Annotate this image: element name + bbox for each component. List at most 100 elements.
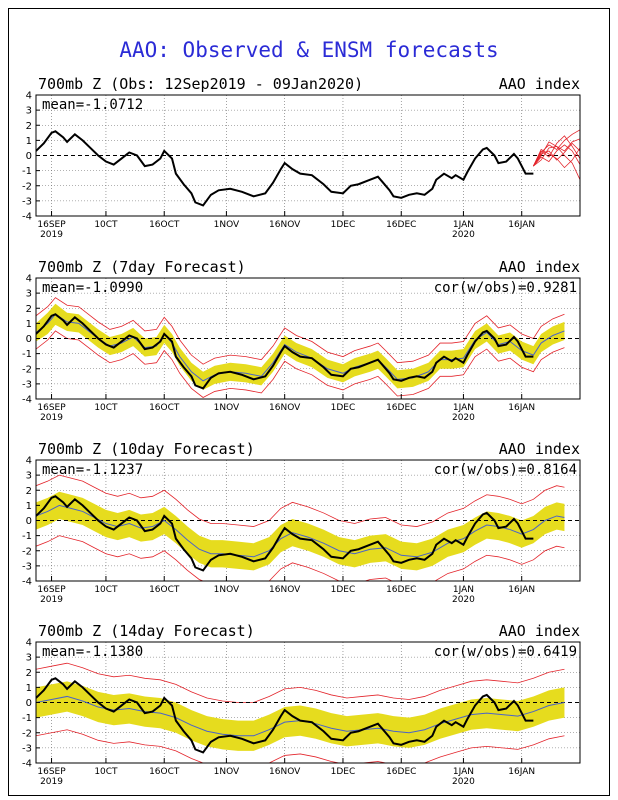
y-tick-label: 1 — [26, 319, 32, 330]
observed-line — [36, 677, 534, 754]
x-tick-label: 10CT — [94, 403, 118, 413]
ensemble-mean-line — [36, 504, 565, 558]
x-tick-label: 1DEC — [331, 403, 356, 413]
x-tick-label: 16OCT — [149, 403, 180, 413]
panel-header-left: 700mb Z (10day Forecast) — [38, 440, 255, 458]
mean-label: mean=-1.1237 — [42, 462, 143, 478]
y-tick-label: -1 — [22, 531, 32, 542]
y-tick-label: 1 — [26, 501, 32, 512]
x-tick-label: 16SEP — [37, 585, 66, 595]
panel-1: 700mb Z (Obs: 12Sep2019 - 09Jan2020) AAO … — [22, 75, 581, 240]
plot-area — [36, 642, 580, 763]
y-tick-label: 4 — [26, 638, 32, 649]
x-tick-label: 1JAN — [453, 220, 474, 230]
x-tick-label: 1NOV — [214, 767, 240, 777]
x-tick-label: 1NOV — [214, 220, 240, 230]
x-tick-label: 16DEC — [386, 585, 416, 595]
panel-header-right: AAO index — [499, 258, 580, 276]
y-tick-label: 0 — [26, 151, 32, 162]
x-tick-label: 16NOV — [269, 403, 301, 413]
y-tick-label: 2 — [26, 486, 32, 497]
x-tick-label: 16NOV — [269, 585, 301, 595]
x-tick-label: 16DEC — [386, 767, 416, 777]
mean-label: mean=-1.1380 — [42, 644, 143, 660]
x-tick-label: 16SEP — [37, 403, 66, 413]
y-tick-label: -4 — [22, 212, 32, 223]
mean-label: mean=-1.0990 — [42, 280, 143, 296]
y-tick-label: 1 — [26, 683, 32, 694]
x-tick-label: 10CT — [94, 585, 118, 595]
correlation-label: cor(w/obs)=0.6419 — [434, 644, 577, 660]
envelope-upper — [36, 297, 565, 365]
x-tick-label: 16OCT — [149, 585, 180, 595]
x-tick-label: 16DEC — [386, 403, 416, 413]
x-tick-year: 2020 — [452, 595, 475, 605]
plot-area — [36, 460, 580, 581]
y-tick-label: 2 — [26, 304, 32, 315]
x-tick-label: 1NOV — [214, 403, 240, 413]
y-tick-label: 3 — [26, 289, 32, 300]
x-tick-year: 2020 — [452, 777, 475, 787]
y-tick-label: -1 — [22, 349, 32, 360]
envelope-upper — [36, 474, 565, 527]
y-tick-label: 3 — [26, 471, 32, 482]
y-tick-label: -2 — [22, 728, 32, 739]
y-tick-label: -4 — [22, 759, 32, 770]
y-tick-label: 4 — [26, 456, 32, 467]
x-tick-label: 1NOV — [214, 585, 240, 595]
panel-header-right: AAO index — [499, 75, 580, 93]
y-tick-label: 4 — [26, 91, 32, 102]
y-tick-label: 2 — [26, 121, 32, 132]
envelope-lower — [36, 535, 565, 581]
y-tick-label: -3 — [22, 743, 32, 754]
y-tick-label: 3 — [26, 106, 32, 117]
x-tick-label: 1DEC — [331, 767, 356, 777]
figure-frame — [8, 8, 610, 796]
x-tick-year: 2019 — [40, 413, 63, 423]
y-tick-label: -3 — [22, 379, 32, 390]
x-tick-label: 16NOV — [269, 220, 301, 230]
observed-line — [36, 495, 534, 572]
x-tick-label: 16SEP — [37, 220, 66, 230]
x-tick-label: 10CT — [94, 220, 118, 230]
y-tick-label: -3 — [22, 561, 32, 572]
panel-header-right: AAO index — [499, 440, 580, 458]
x-tick-label: 16JAN — [508, 585, 535, 595]
x-tick-label: 1DEC — [331, 220, 356, 230]
y-tick-label: -3 — [22, 196, 32, 207]
x-tick-year: 2019 — [40, 595, 63, 605]
observed-line — [36, 313, 534, 390]
y-tick-label: 4 — [26, 274, 32, 285]
y-tick-label: -4 — [22, 395, 32, 406]
x-tick-label: 10CT — [94, 767, 118, 777]
x-tick-label: 16JAN — [508, 220, 535, 230]
x-tick-label: 16OCT — [149, 220, 180, 230]
mean-label: mean=-1.0712 — [42, 97, 143, 113]
y-tick-label: -2 — [22, 546, 32, 557]
plot-area — [36, 278, 580, 399]
x-tick-label: 16JAN — [508, 403, 535, 413]
y-tick-label: 0 — [26, 698, 32, 709]
x-tick-year: 2020 — [452, 230, 475, 240]
x-tick-label: 16JAN — [508, 767, 535, 777]
x-tick-label: 1DEC — [331, 585, 356, 595]
panel-header-right: AAO index — [499, 622, 580, 640]
envelope-upper — [36, 662, 565, 703]
member-line — [533, 135, 580, 167]
spread-band — [36, 491, 565, 571]
correlation-label: cor(w/obs)=0.9281 — [434, 280, 577, 296]
member-line — [533, 147, 580, 169]
envelope-lower — [36, 729, 565, 763]
panel-header-left: 700mb Z (14day Forecast) — [38, 622, 255, 640]
y-tick-label: 0 — [26, 334, 32, 345]
figure-title: AAO: Observed & ENSM forecasts — [119, 38, 499, 62]
y-tick-label: -1 — [22, 713, 32, 724]
y-tick-label: -1 — [22, 166, 32, 177]
x-tick-year: 2019 — [40, 777, 63, 787]
x-tick-label: 16OCT — [149, 767, 180, 777]
y-tick-label: 1 — [26, 136, 32, 147]
y-tick-label: 3 — [26, 653, 32, 664]
member-line — [533, 144, 580, 167]
panel-4: 700mb Z (14day Forecast) AAO index 4 3 2 1 0 -1… — [22, 622, 581, 787]
